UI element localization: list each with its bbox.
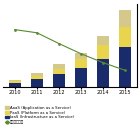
Bar	[119, 47, 131, 87]
Bar	[53, 64, 65, 69]
Bar	[9, 81, 21, 83]
Bar	[75, 53, 87, 59]
Bar	[31, 76, 43, 79]
Bar	[119, 27, 131, 47]
Bar	[75, 59, 87, 68]
Bar	[97, 59, 109, 87]
Legend: AaaS (Application as a Service), PaaS (Platform as a Service), IaaS (Infrastruct: AaaS (Application as a Service), PaaS (P…	[5, 105, 75, 124]
Bar	[97, 45, 109, 59]
Bar	[75, 68, 87, 87]
Bar	[119, 10, 131, 27]
Bar	[31, 79, 43, 87]
Bar	[9, 83, 21, 87]
Bar	[97, 36, 109, 45]
Bar	[31, 73, 43, 76]
Bar	[9, 80, 21, 81]
Bar	[53, 74, 65, 87]
Bar	[53, 69, 65, 74]
